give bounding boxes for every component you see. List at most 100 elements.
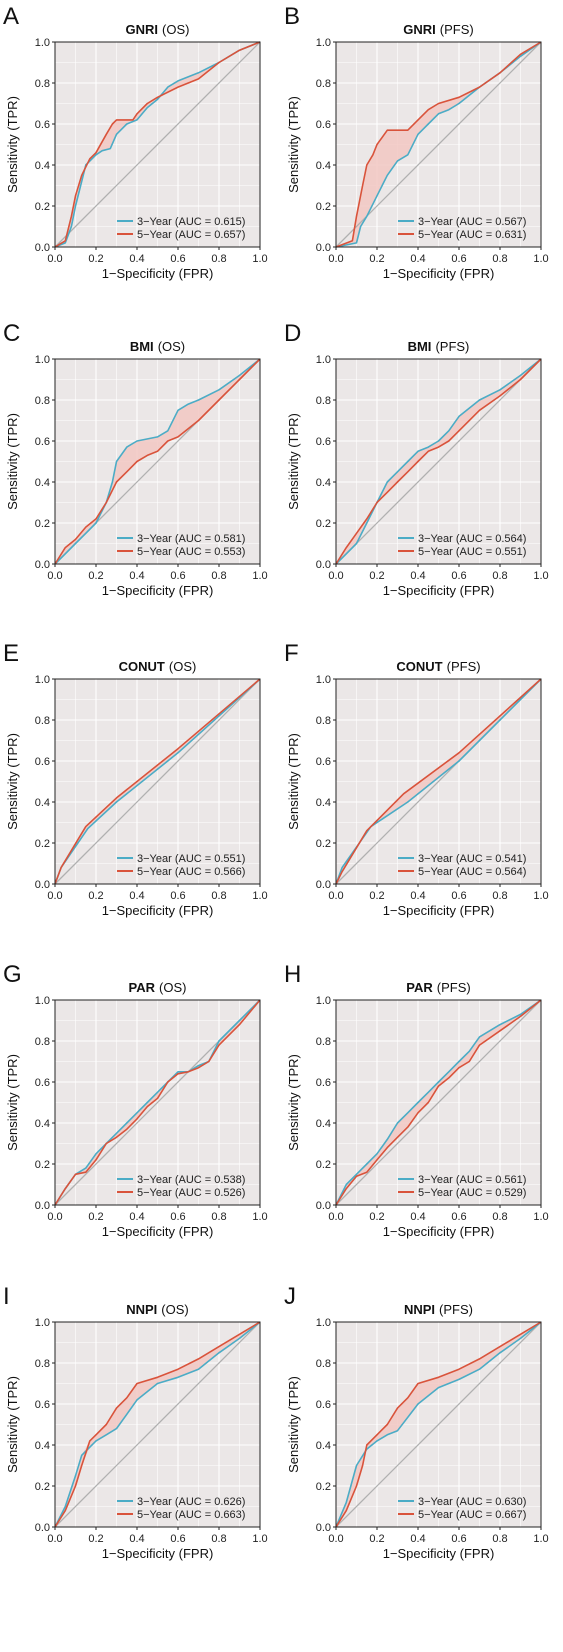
series-line-3year — [54, 358, 261, 565]
y-tick-label: 0.4 — [35, 160, 50, 172]
panel-letter: C — [3, 320, 20, 347]
x-tick-label: 0.2 — [369, 890, 384, 902]
legend: 3−Year (AUC = 0.581)5−Year (AUC = 0.553) — [117, 533, 245, 558]
plot-frame — [54, 358, 261, 565]
y-axis-label: Sensitivity (TPR) — [5, 1054, 20, 1151]
legend-label: 3−Year (AUC = 0.615) — [137, 216, 245, 228]
series-line-5year — [335, 41, 542, 248]
x-tick-label: 1.0 — [252, 570, 267, 582]
x-axis-label: 1−Specificity (FPR) — [102, 266, 214, 281]
y-tick-label: 0.2 — [316, 518, 331, 530]
legend-label: 3−Year (AUC = 0.541) — [418, 853, 526, 865]
x-tick-label: 0.6 — [451, 253, 466, 265]
series-line-5year — [54, 999, 261, 1206]
x-tick-label: 0.8 — [211, 570, 226, 582]
x-tick-label: 0.2 — [88, 570, 103, 582]
y-tick-label: 0.2 — [316, 1159, 331, 1171]
x-tick-label: 0.8 — [211, 253, 226, 265]
y-tick-label: 0.0 — [35, 1522, 50, 1534]
y-tick-label: 0.2 — [316, 1481, 331, 1493]
panel-letter: F — [284, 640, 299, 667]
y-tick-label: 0.2 — [316, 201, 331, 213]
legend-label: 5−Year (AUC = 0.657) — [137, 229, 245, 241]
y-tick-label: 0.8 — [35, 395, 50, 407]
y-tick-label: 0.6 — [35, 436, 50, 448]
panel-title-subtitle: (OS) — [169, 659, 196, 674]
x-tick-label: 0.6 — [170, 890, 185, 902]
x-tick-label: 1.0 — [533, 890, 548, 902]
x-tick-label: 0.8 — [492, 253, 507, 265]
legend-label: 3−Year (AUC = 0.551) — [137, 853, 245, 865]
panel-title-main: CONUT — [396, 659, 442, 674]
x-tick-label: 0.6 — [170, 253, 185, 265]
x-tick-label: 1.0 — [252, 1211, 267, 1223]
panel-letter: I — [3, 1283, 10, 1310]
panel-title: BMI (PFS) — [408, 339, 470, 354]
y-axis-label: Sensitivity (TPR) — [5, 733, 20, 830]
plot-frame — [335, 358, 542, 565]
panel-letter: E — [3, 640, 19, 667]
panel-title-main: NNPI — [126, 1302, 157, 1317]
x-axis-label: 1−Specificity (FPR) — [383, 1546, 495, 1561]
y-axis-label: Sensitivity (TPR) — [286, 1054, 301, 1151]
y-tick-label: 0.6 — [35, 1399, 50, 1411]
panel-title: NNPI (OS) — [126, 1302, 189, 1317]
y-tick-label: 0.4 — [316, 160, 331, 172]
y-tick-label: 0.8 — [316, 1358, 331, 1370]
panel-title-subtitle: (PFS) — [440, 22, 474, 37]
y-tick-label: 0.0 — [35, 1200, 50, 1212]
reference-diagonal — [54, 678, 261, 885]
reference-diagonal — [54, 1321, 261, 1528]
x-tick-label: 0.4 — [129, 1533, 144, 1545]
series-line-3year — [335, 678, 542, 885]
panel-title: GNRI (OS) — [126, 22, 190, 37]
x-tick-label: 0.4 — [410, 1211, 425, 1223]
y-axis-label: Sensitivity (TPR) — [286, 413, 301, 510]
x-tick-label: 0.0 — [328, 1211, 343, 1223]
y-tick-label: 0.8 — [35, 1358, 50, 1370]
y-tick-label: 1.0 — [35, 1317, 50, 1329]
y-tick-label: 0.4 — [35, 797, 50, 809]
x-tick-label: 0.2 — [369, 253, 384, 265]
y-tick-label: 0.6 — [316, 1399, 331, 1411]
y-tick-label: 0.6 — [35, 119, 50, 131]
legend-label: 5−Year (AUC = 0.667) — [418, 1509, 526, 1521]
x-tick-label: 0.8 — [211, 1533, 226, 1545]
x-tick-label: 1.0 — [533, 253, 548, 265]
y-tick-label: 0.4 — [35, 477, 50, 489]
y-tick-label: 0.4 — [316, 1440, 331, 1452]
y-tick-label: 0.6 — [316, 119, 331, 131]
x-tick-label: 1.0 — [533, 1533, 548, 1545]
y-tick-label: 1.0 — [35, 354, 50, 366]
panel-title-main: BMI — [408, 339, 432, 354]
y-tick-label: 0.8 — [316, 1036, 331, 1048]
panel-title-main: NNPI — [404, 1302, 435, 1317]
x-tick-label: 0.0 — [47, 1533, 62, 1545]
x-tick-label: 0.2 — [369, 570, 384, 582]
panel-a: A GNRI (OS) 0.0 0.2 0.4 0.6 0.8 1.0 0.0 0.2 0.4 0.6 0… — [3, 3, 268, 281]
legend-label: 3−Year (AUC = 0.564) — [418, 533, 526, 545]
legend-label: 5−Year (AUC = 0.526) — [137, 1187, 245, 1199]
plot-frame — [54, 41, 261, 248]
x-tick-label: 0.2 — [369, 1533, 384, 1545]
legend-label: 3−Year (AUC = 0.567) — [418, 216, 526, 228]
y-tick-label: 0.4 — [316, 1118, 331, 1130]
x-tick-label: 0.2 — [88, 1211, 103, 1223]
plot-frame — [335, 41, 542, 248]
y-tick-label: 0.0 — [35, 242, 50, 254]
x-tick-label: 0.2 — [88, 253, 103, 265]
x-axis-label: 1−Specificity (FPR) — [383, 1224, 495, 1239]
panel-title-main: CONUT — [119, 659, 165, 674]
y-tick-label: 0.8 — [316, 395, 331, 407]
x-axis-label: 1−Specificity (FPR) — [102, 583, 214, 598]
panel-e: E CONUT (OS) 0.0 0.2 0.4 0.6 0.8 1.0 0.0 0.2 0.4 0.6… — [3, 640, 268, 918]
legend: 3−Year (AUC = 0.561)5−Year (AUC = 0.529) — [398, 1174, 526, 1199]
x-tick-label: 0.0 — [328, 570, 343, 582]
y-tick-label: 1.0 — [35, 674, 50, 686]
legend-label: 3−Year (AUC = 0.630) — [418, 1496, 526, 1508]
panel-letter: B — [284, 3, 300, 30]
x-tick-label: 0.4 — [129, 253, 144, 265]
y-tick-label: 0.2 — [35, 838, 50, 850]
x-tick-label: 0.0 — [328, 1533, 343, 1545]
x-tick-label: 0.6 — [170, 1533, 185, 1545]
